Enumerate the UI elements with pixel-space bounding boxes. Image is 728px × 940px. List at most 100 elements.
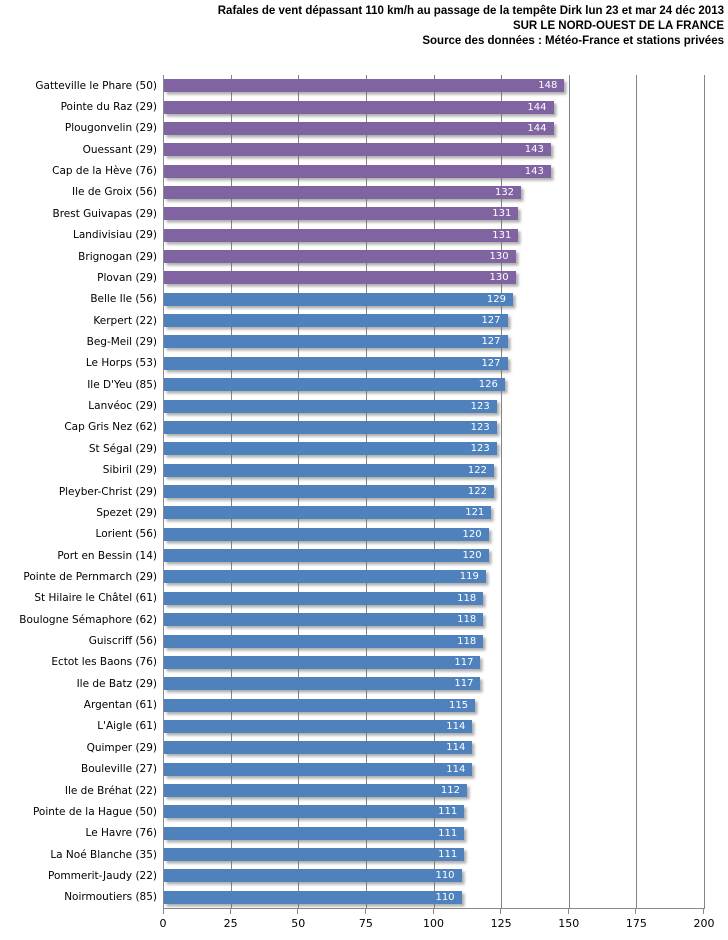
bar-row: 114 [164,737,705,758]
category-label: Plovan (29) [97,271,157,284]
plot-area: 148 144 144 143 143 132 131 131 130 130 129 127 127 1… [163,75,705,909]
bar-value-label: 130 [489,251,509,263]
axis-tick [364,909,366,914]
category-label: Pointe du Raz (29) [60,101,157,114]
category-label: Ile D'Yeu (85) [87,378,157,391]
bar: 114 [164,762,473,776]
bar: 115 [164,698,476,712]
bar-value-label: 118 [457,635,477,647]
bar-row: 130 [164,246,705,267]
bar: 123 [164,420,497,434]
bar-row: 111 [164,844,705,865]
category-label: L'Aigle (61) [97,720,157,733]
bar-row: 131 [164,203,705,224]
bar-value-label: 131 [492,208,512,220]
bar: 143 [164,143,551,157]
bar: 148 [164,79,565,93]
bar-value-label: 112 [440,785,460,797]
bar-value-label: 129 [486,293,506,305]
bar-row: 143 [164,160,705,181]
category-label: Beg-Meil (29) [86,335,157,348]
bar-row: 132 [164,182,705,203]
bar-row: 148 [164,75,705,96]
x-tick-label: 100 [423,917,444,930]
axis-tick [229,909,231,914]
gridline [636,75,638,908]
axis-tick [163,909,164,914]
axis-tick [635,909,637,914]
bar: 118 [164,591,484,605]
category-label: Landivisiau (29) [72,229,157,242]
x-tick-label: 0 [159,917,167,930]
bar-row: 111 [164,801,705,822]
bar: 144 [164,121,554,135]
bar-row: 121 [164,502,705,523]
category-label: Boulogne Sémaphore (62) [19,613,157,626]
bar-value-label: 114 [446,720,466,732]
bar-value-label: 111 [438,849,458,861]
bar-value-label: 127 [481,357,501,369]
category-label: Lanvéoc (29) [88,400,157,413]
bar-row: 127 [164,331,705,352]
bar-row: 111 [164,823,705,844]
bar-value-label: 143 [524,144,544,156]
chart-title: Rafales de vent dépassant 110 km/h au pa… [0,4,724,49]
category-label: Noirmoutiers (85) [64,891,157,904]
bar-value-label: 132 [494,186,515,198]
category-label: Argentan (61) [83,699,157,712]
bar: 110 [164,890,462,904]
bar-value-label: 110 [435,891,455,903]
chart-title-line-1: Rafales de vent dépassant 110 km/h au pa… [217,5,724,17]
category-label: Port en Bessin (14) [57,549,157,562]
category-label: Plougonvelin (29) [64,122,157,135]
category-label: Ile de Batz (29) [76,677,157,690]
category-label: Ouessant (29) [82,143,157,156]
bar-value-label: 117 [454,656,474,668]
bar-value-label: 111 [438,806,458,818]
bar: 118 [164,634,484,648]
bar-row: 120 [164,524,705,545]
category-label: Pointe de la Hague (50) [32,805,157,818]
bar-row: 115 [164,694,705,715]
bar-row: 127 [164,310,705,331]
bar-row: 118 [164,609,705,630]
bar: 131 [164,228,519,242]
bar-value-label: 123 [470,421,490,433]
category-label: Ectot les Baons (76) [51,656,157,669]
category-label: Pommerit-Jaudy (22) [48,869,157,882]
category-label: Brignogan (29) [78,250,157,263]
bar-value-label: 114 [446,763,466,775]
bar: 129 [164,292,513,306]
chart-title-line-2: SUR LE NORD-OUEST DE LA FRANCE [512,20,724,32]
bar-value-label: 115 [448,699,469,711]
bar: 122 [164,463,494,477]
x-tick-label: 50 [291,917,306,930]
bar-value-label: 126 [478,379,498,391]
gridline [704,75,705,908]
bar-row: 144 [164,118,705,139]
bar-value-label: 123 [470,400,490,412]
category-label: Ile de Bréhat (22) [64,784,157,797]
bar: 112 [164,784,467,798]
axis-tick [703,909,704,914]
category-label: La Noé Blanche (35) [50,848,157,861]
bar: 117 [164,677,481,691]
bar-row: 117 [164,673,705,694]
gridline [501,75,503,908]
bar-row: 130 [164,267,705,288]
bar: 120 [164,527,489,541]
bar-row: 143 [164,139,705,160]
bar-row: 118 [164,588,705,609]
category-axis-labels: Gatteville le Phare (50) Pointe du Raz (2… [0,75,157,908]
bar: 119 [164,570,486,584]
bar-value-label: 121 [465,507,485,519]
bar-value-label: 117 [454,678,474,690]
category-label: Pleyber-Christ (29) [58,485,157,498]
bar-value-label: 122 [467,464,487,476]
bar: 120 [164,549,489,563]
bar: 123 [164,442,497,456]
bar-value-label: 110 [435,870,455,882]
category-label: Quimper (29) [86,741,157,754]
category-label: Guiscriff (56) [88,635,157,648]
